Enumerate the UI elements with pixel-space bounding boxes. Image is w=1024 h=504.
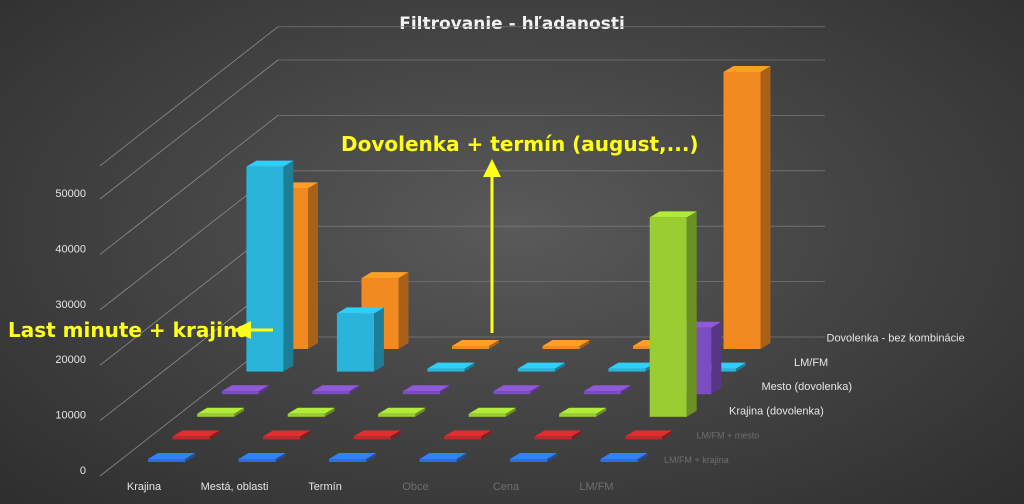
annotation-last-minute-label: Last minute + krajina [8,318,251,342]
series-labels: LM/FM + krajina LM/FM + mesto Krajina (dov… [664,333,965,466]
bars [148,66,771,462]
category-label: Mestá, oblasti [201,481,269,493]
y-tick-label: 20000 [55,354,86,366]
bar-krajina-dovolenka--4 [559,407,607,417]
series-label: Dovolenka - bez kombinácie [827,333,965,345]
bar-lm-fm-mesto-5 [625,430,673,440]
category-labels: Krajina Mestá, oblasti Termín Obce Cena LM/FM [127,481,614,493]
chart-title: Filtrovanie - hľadanosti [399,14,625,34]
bar-lm-fm-mesto-0 [172,430,220,440]
bar-lm-fm-mesto-4 [534,430,582,440]
y-axis-ticks: 0 10000 20000 30000 40000 50000 [55,188,86,477]
annotation-termin-label: Dovolenka + termín (august,...) [341,132,699,156]
bar-mesto-dovolenka--1 [312,385,360,395]
bar-krajina-dovolenka--5 [649,211,697,417]
category-label: Cena [493,481,520,493]
bar-mesto-dovolenka--3 [493,385,541,395]
y-tick-label: 30000 [55,299,86,311]
y-tick-label: 10000 [55,410,86,422]
bar-mesto-dovolenka--2 [402,385,450,395]
category-label: Termín [308,481,342,493]
bar-lm-fm-krajina-3 [419,453,467,462]
bar-lm-fm-mesto-3 [444,430,492,440]
bar-dovolenka-bez-kombin-cie-5 [723,66,771,349]
category-label: Krajina [127,481,162,493]
gridline-side [99,59,279,200]
annotation-termin: Dovolenka + termín (august,...) [341,132,699,333]
bar-lm-fm-4 [608,362,656,372]
bar-lm-fm-krajina-1 [238,453,286,462]
bar-lm-fm-3 [517,362,565,372]
series-label: Krajina (dovolenka) [729,405,824,417]
bar-krajina-dovolenka--0 [197,407,245,417]
series-label: LM/FM + krajina [664,455,729,465]
series-label: LM/FM + mesto [697,431,760,441]
category-label: LM/FM [579,481,613,493]
bar-lm-fm-2 [427,362,475,372]
bar-krajina-dovolenka--3 [468,407,516,417]
bar-lm-fm-krajina-5 [600,453,648,462]
gridline-side [99,26,279,167]
category-label: Obce [402,481,428,493]
bar-lm-fm-mesto-1 [263,430,311,440]
y-tick-label: 50000 [55,188,86,200]
gridline-side [99,115,279,255]
bar-krajina-dovolenka--2 [378,407,426,417]
annotation-last-minute: Last minute + krajina [8,318,273,342]
y-tick-label: 40000 [55,243,86,255]
bar-krajina-dovolenka--1 [287,407,335,417]
bar-lm-fm-krajina-4 [510,453,557,462]
bar-dovolenka-bez-kombin-cie-2 [452,340,499,349]
bar-lm-fm-krajina-2 [329,453,376,462]
bar-lm-fm-1 [336,307,384,372]
series-label: Mesto (dovolenka) [762,381,853,393]
series-label: LM/FM [794,357,828,369]
y-tick-label: 0 [80,465,86,477]
bar-lm-fm-mesto-2 [353,430,401,440]
bar-mesto-dovolenka--4 [583,385,631,395]
bar-mesto-dovolenka--0 [221,385,269,395]
bar-dovolenka-bez-kombin-cie-3 [542,340,590,349]
bar-lm-fm-0 [246,160,294,372]
bar-lm-fm-krajina-0 [148,453,195,462]
